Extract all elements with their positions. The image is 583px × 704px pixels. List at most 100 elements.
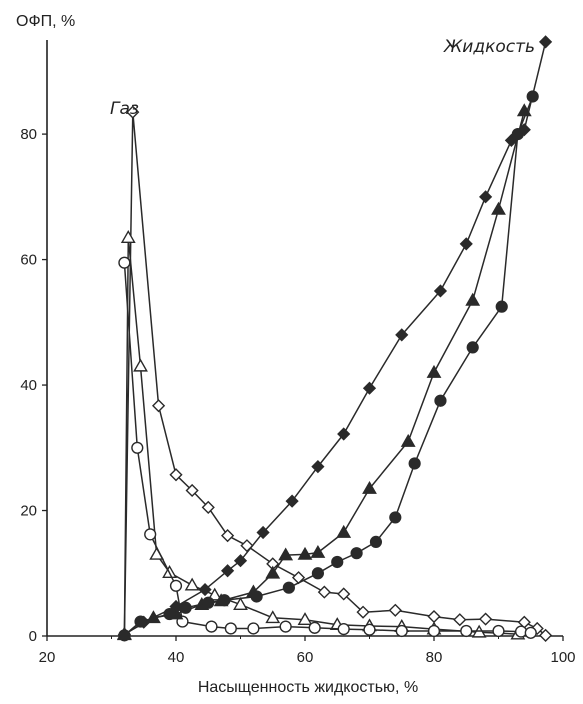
data-point <box>337 587 351 601</box>
annotation-gas-label: Газ <box>110 99 139 119</box>
data-point <box>434 394 447 407</box>
data-point <box>369 535 383 548</box>
data-point <box>356 605 370 619</box>
data-point <box>198 582 212 597</box>
data-point <box>120 230 136 243</box>
data-point <box>495 300 508 313</box>
data-point <box>278 547 294 561</box>
data-point <box>427 609 441 624</box>
axes: 20 40 60 80 100 0 20 40 60 80 ОФП, % Насыщенност… <box>16 13 576 696</box>
data-point <box>256 525 270 540</box>
y-ticks: 0 20 40 60 80 <box>20 126 47 645</box>
data-point <box>395 624 408 638</box>
data-point <box>433 284 448 298</box>
data-point <box>350 547 363 560</box>
data-point <box>362 381 377 395</box>
series-liquid-filled-diamond <box>117 35 553 642</box>
y-tick-label: 20 <box>20 503 37 520</box>
series-line <box>123 41 547 636</box>
data-point <box>388 603 402 617</box>
series-gas-open-circle <box>118 256 537 639</box>
data-point <box>233 597 248 610</box>
annotation-layer: Газ Жидкость <box>110 37 535 119</box>
data-point <box>163 607 176 621</box>
data-point <box>250 590 263 603</box>
data-point <box>144 528 157 541</box>
y-tick-label: 60 <box>20 252 37 269</box>
y-tick-label: 40 <box>20 377 37 394</box>
data-point <box>524 626 537 639</box>
data-point <box>201 500 215 514</box>
data-point <box>224 622 237 635</box>
x-tick-label: 80 <box>426 649 443 666</box>
data-point <box>389 511 402 524</box>
data-point <box>538 628 553 642</box>
data-point <box>218 594 231 607</box>
series-line <box>123 96 534 636</box>
data-point <box>131 441 144 454</box>
data-point <box>297 546 313 560</box>
series-liquid-filled-triangle <box>116 103 532 640</box>
data-point <box>526 90 539 103</box>
data-point <box>169 579 183 592</box>
data-point <box>169 468 183 482</box>
data-point <box>202 596 215 609</box>
data-point <box>311 460 325 474</box>
y-tick-label: 80 <box>20 126 37 143</box>
data-point <box>491 201 506 215</box>
data-point <box>207 587 223 601</box>
data-point <box>279 620 292 633</box>
data-point <box>337 622 350 636</box>
data-point <box>184 577 200 591</box>
annotation-liquid-label: Жидкость <box>443 37 535 57</box>
data-point <box>337 427 351 441</box>
data-point <box>310 544 326 558</box>
data-point <box>331 555 344 569</box>
data-point <box>311 567 325 580</box>
data-point <box>151 399 166 413</box>
data-point <box>134 615 147 628</box>
data-point <box>363 623 376 636</box>
x-tick-label: 100 <box>550 649 575 666</box>
y-tick-label: 0 <box>29 628 37 645</box>
x-tick-label: 20 <box>39 649 56 666</box>
data-point <box>126 105 140 119</box>
y-axis-title: ОФП, % <box>16 13 75 30</box>
data-point <box>336 524 352 538</box>
data-point <box>466 341 479 354</box>
data-point <box>221 564 235 578</box>
data-point <box>282 581 295 594</box>
data-point <box>362 480 377 494</box>
data-point <box>511 128 524 141</box>
data-point <box>205 620 218 633</box>
data-point <box>317 585 331 599</box>
data-point <box>233 554 248 568</box>
data-point <box>453 613 467 627</box>
data-point <box>240 539 254 553</box>
series-gas-open-diamond <box>117 105 553 642</box>
x-ticks: 20 40 60 80 100 <box>39 636 576 666</box>
series-line <box>124 110 526 635</box>
data-point <box>297 612 313 626</box>
data-point <box>118 256 131 269</box>
data-point <box>479 190 493 204</box>
data-point <box>265 610 281 624</box>
series-line <box>123 236 518 635</box>
data-point <box>400 433 416 447</box>
data-point <box>427 624 441 638</box>
x-tick-label: 40 <box>168 649 185 666</box>
data-point <box>285 494 299 508</box>
x-axis-title: Насыщенность жидкостью, % <box>198 679 418 696</box>
data-point <box>460 624 473 638</box>
data-point <box>479 612 493 626</box>
data-point <box>395 328 409 342</box>
series-liquid-filled-circle <box>118 90 539 642</box>
data-point <box>426 364 442 378</box>
data-point <box>465 292 481 306</box>
data-point <box>459 237 473 251</box>
data-point <box>408 457 421 470</box>
data-point <box>221 529 235 543</box>
data-point <box>118 629 131 642</box>
data-point <box>247 622 260 635</box>
